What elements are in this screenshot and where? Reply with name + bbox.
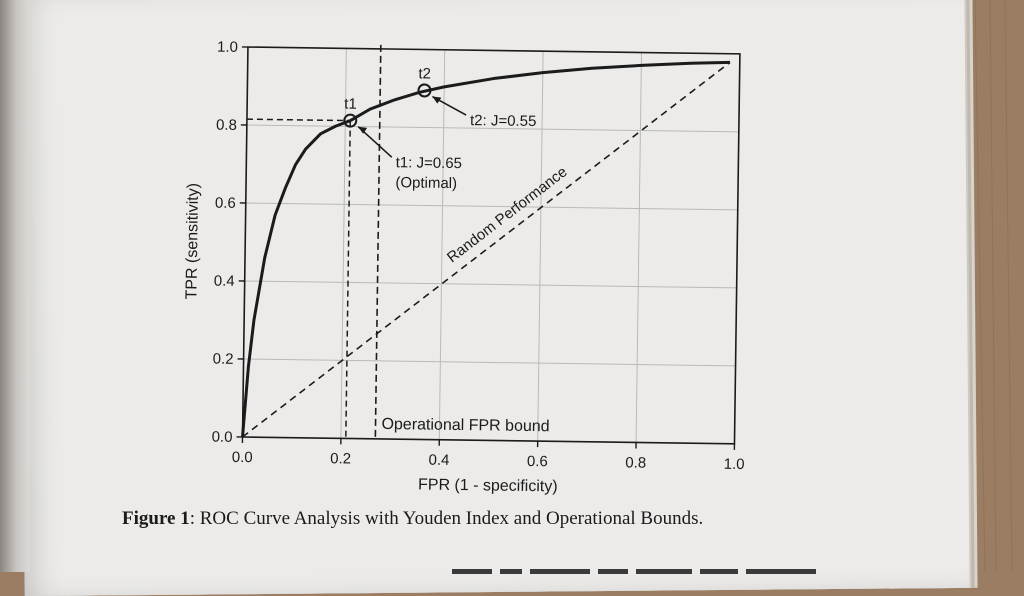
t1-vertical-guide xyxy=(346,121,350,439)
operational-bound-label: Operational FPR bound xyxy=(381,416,549,435)
y-tick-label: 0.4 xyxy=(214,273,235,290)
y-axis-label: TPR (sensitivity) xyxy=(183,183,202,300)
t1-annotation-line: t1: J=0.65 xyxy=(396,154,463,172)
x-tick-label: 1.0 xyxy=(724,456,745,473)
x-axis-label: FPR (1 - specificity) xyxy=(418,476,558,495)
y-grid-line xyxy=(246,203,738,210)
x-tick-label: 0.8 xyxy=(625,454,646,471)
t2-annotation-line: t2: J=0.55 xyxy=(470,112,537,130)
caption-label: Figure 1 xyxy=(122,508,190,529)
x-tick-label: 0.2 xyxy=(330,450,351,467)
x-tick-label: 0.4 xyxy=(428,452,449,469)
x-grid-line xyxy=(538,51,543,441)
t1-label: t1 xyxy=(344,96,357,113)
y-tick-label: 0.2 xyxy=(213,351,234,368)
random-performance-label: Random Performance xyxy=(444,163,571,266)
y-tick-label: 0.6 xyxy=(215,195,236,212)
y-grid-line xyxy=(244,359,736,366)
y-grid-line xyxy=(245,281,737,288)
t1-annotation-line: (Optimal) xyxy=(395,174,457,192)
x-tick-label: 0.6 xyxy=(527,453,548,470)
guide-lines xyxy=(243,43,381,439)
roc-chart: t1 t2 0.0 0.2 0.4 0.6 0.8 1.0 0.0 0.2 0.4 0.6 0.8 1.… xyxy=(160,30,780,500)
t2-label: t2 xyxy=(418,65,431,82)
x-grid-line xyxy=(439,50,444,440)
tick-labels: 0.0 0.2 0.4 0.6 0.8 1.0 0.0 0.2 0.4 0.6 0.8 1.0 xyxy=(211,39,750,473)
x-tick-label: 0.0 xyxy=(232,449,253,466)
y-tick-label: 0.0 xyxy=(212,429,233,446)
y-tick-label: 0.8 xyxy=(216,117,237,134)
left-page-edge xyxy=(0,0,30,572)
t1-horizontal-guide xyxy=(247,119,350,120)
figure-caption: Figure 1: ROC Curve Analysis with Youden… xyxy=(122,508,882,530)
caption-text: : ROC Curve Analysis with Youden Index a… xyxy=(190,508,704,529)
x-grid-line xyxy=(636,53,641,443)
y-tick-label: 1.0 xyxy=(217,39,238,56)
annotations: t1: J=0.65 (Optimal) t2: J=0.55 xyxy=(357,96,536,194)
